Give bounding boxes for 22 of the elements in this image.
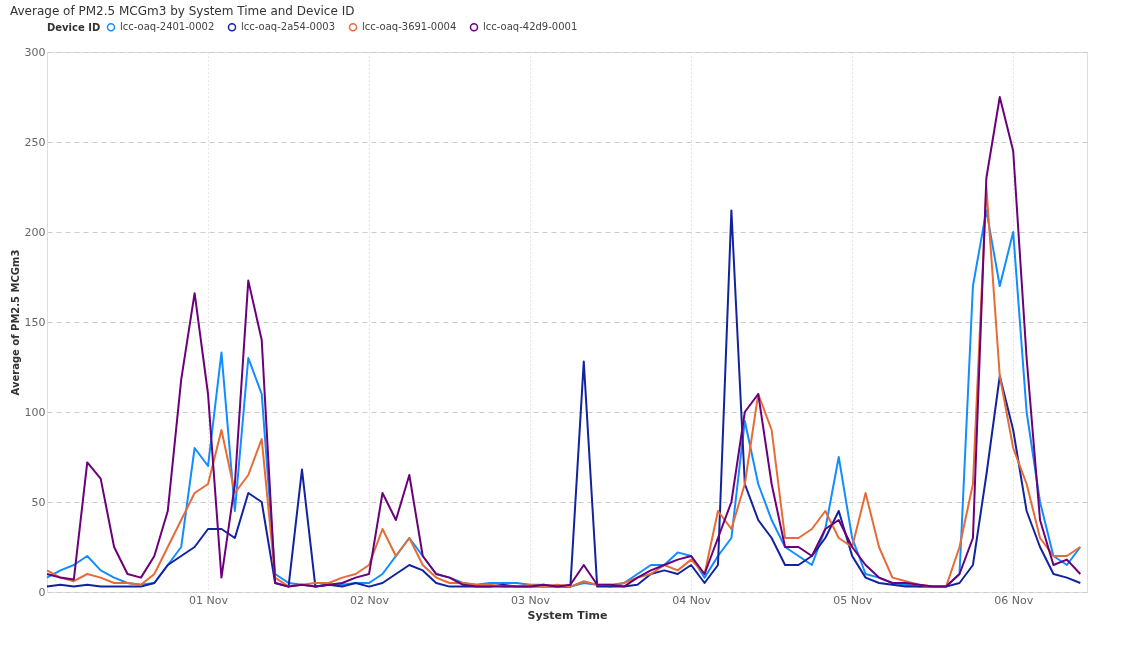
y-tick-label: 50 [31, 495, 46, 509]
y-tick-label: 0 [38, 585, 46, 599]
y-axis-title: Average of PM2.5 MCGm3 [9, 249, 21, 396]
x-tick-label: 01 Nov [189, 593, 229, 607]
legend-label: lcc-oaq-2401-0002 [120, 21, 215, 33]
x-tick-label: 02 Nov [350, 593, 390, 607]
chart-title: Average of PM2.5 MCGm3 by System Time and Device ID [10, 4, 355, 18]
y-tick-label: 150 [24, 315, 46, 329]
x-tick-label: 05 Nov [833, 593, 873, 607]
legend-label: lcc-oaq-42d9-0001 [483, 21, 578, 33]
line-series [46, 96, 1082, 588]
x-tick-label: 03 Nov [511, 593, 551, 607]
y-tick-label: 100 [24, 405, 46, 419]
x-tick-label: 06 Nov [994, 593, 1034, 607]
x-tick-label: 04 Nov [672, 593, 712, 607]
legend-label: lcc-oaq-2a54-0003 [241, 21, 336, 33]
legend-title: Device ID [47, 22, 101, 33]
y-tick-label: 300 [24, 45, 46, 59]
legend-label: lcc-oaq-3691-0004 [362, 21, 457, 33]
y-tick-label: 200 [24, 225, 46, 239]
x-axis-title: System Time [527, 608, 608, 622]
y-tick-label: 250 [24, 135, 46, 149]
